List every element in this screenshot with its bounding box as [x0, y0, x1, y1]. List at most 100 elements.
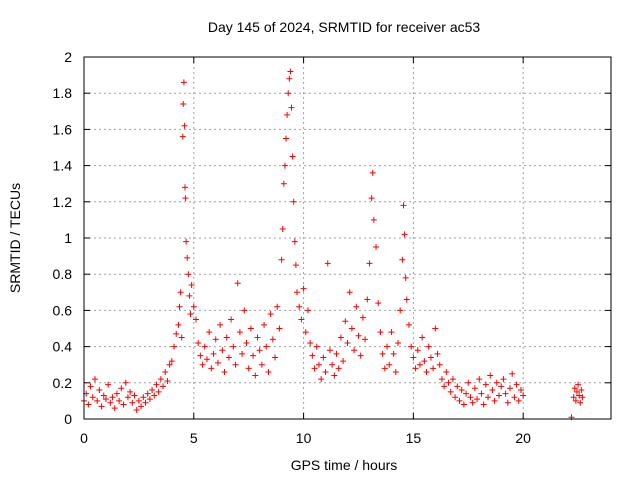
- data-point: [89, 394, 96, 401]
- data-point: [162, 368, 169, 375]
- data-point: [571, 385, 578, 392]
- data-point: [87, 383, 94, 390]
- data-point: [250, 352, 257, 359]
- data-point: [340, 358, 347, 365]
- data-point: [390, 350, 397, 357]
- data-point: [416, 361, 423, 368]
- data-point: [392, 368, 399, 375]
- x-tick-label: 10: [296, 430, 312, 446]
- data-point: [346, 289, 353, 296]
- data-point: [166, 361, 173, 368]
- data-point: [190, 303, 197, 310]
- data-point: [335, 365, 342, 372]
- data-point: [419, 334, 426, 341]
- data-point: [199, 361, 206, 368]
- data-point: [105, 381, 112, 388]
- data-point: [449, 376, 456, 383]
- chart-title: Day 145 of 2024, SRMTID for receiver ac5…: [208, 19, 481, 35]
- data-point: [144, 390, 151, 397]
- data-point: [384, 343, 391, 350]
- data-point: [570, 394, 577, 401]
- data-point: [138, 403, 145, 410]
- data-point: [311, 365, 318, 372]
- y-tick-label: 1.8: [53, 85, 73, 101]
- data-point: [478, 390, 485, 397]
- data-point: [351, 347, 358, 354]
- data-point: [269, 336, 276, 343]
- data-point: [456, 397, 463, 404]
- data-point: [122, 379, 129, 386]
- data-point: [267, 311, 274, 318]
- data-point: [214, 359, 221, 366]
- data-point: [133, 406, 140, 413]
- data-point: [520, 392, 527, 399]
- data-point: [195, 339, 202, 346]
- data-point: [412, 365, 419, 372]
- data-point: [171, 343, 178, 350]
- data-point: [183, 238, 190, 245]
- data-point: [348, 325, 355, 332]
- data-point: [173, 330, 180, 337]
- x-tick-label: 0: [80, 430, 88, 446]
- data-point: [373, 244, 380, 251]
- data-point: [366, 260, 373, 267]
- data-point: [401, 231, 408, 238]
- data-point: [230, 343, 237, 350]
- x-tick-labels: 0 5 10 15 20: [80, 430, 531, 446]
- data-points: [81, 68, 586, 421]
- data-point: [96, 387, 103, 394]
- data-point: [573, 388, 580, 395]
- data-point: [208, 365, 215, 372]
- data-point: [223, 334, 230, 341]
- data-point: [286, 75, 293, 82]
- y-tick-label: 1.4: [53, 158, 73, 174]
- data-point: [283, 135, 290, 142]
- data-point: [245, 365, 252, 372]
- data-point: [241, 307, 248, 314]
- y-tick-labels: 0 0.2 0.4 0.6 0.8 1 1.2 1.4 1.6 1.8 2: [53, 49, 73, 427]
- data-point: [131, 392, 138, 399]
- data-point: [160, 383, 167, 390]
- data-point: [157, 376, 164, 383]
- data-point: [465, 379, 472, 386]
- data-point: [296, 303, 303, 310]
- data-point: [578, 387, 585, 394]
- data-point: [427, 354, 434, 361]
- data-point: [124, 394, 131, 401]
- data-point: [502, 390, 509, 397]
- data-point: [179, 133, 186, 140]
- data-point: [180, 79, 187, 86]
- data-point: [177, 289, 184, 296]
- data-point: [149, 387, 156, 394]
- data-point: [278, 256, 285, 263]
- data-point: [212, 336, 219, 343]
- data-point: [474, 396, 481, 403]
- data-point: [221, 368, 228, 375]
- data-point: [102, 396, 109, 403]
- data-point: [482, 381, 489, 388]
- data-point: [146, 396, 153, 403]
- data-point: [181, 122, 188, 129]
- data-point: [432, 325, 439, 332]
- data-point: [423, 368, 430, 375]
- data-point: [261, 321, 268, 328]
- y-tick-label: 2: [64, 49, 72, 65]
- y-tick-label: 0.2: [53, 375, 73, 391]
- data-point: [302, 329, 309, 336]
- data-point: [187, 311, 194, 318]
- data-point: [287, 68, 294, 75]
- data-point: [185, 271, 192, 278]
- data-point: [408, 343, 415, 350]
- data-point: [443, 368, 450, 375]
- data-point: [331, 372, 338, 379]
- data-point: [576, 392, 583, 399]
- data-point: [313, 343, 320, 350]
- data-point: [292, 262, 299, 269]
- data-point: [280, 180, 287, 187]
- y-tick-label: 0.8: [53, 266, 73, 282]
- data-point: [506, 385, 513, 392]
- data-point: [252, 372, 259, 379]
- data-point: [487, 372, 494, 379]
- data-point: [460, 401, 467, 408]
